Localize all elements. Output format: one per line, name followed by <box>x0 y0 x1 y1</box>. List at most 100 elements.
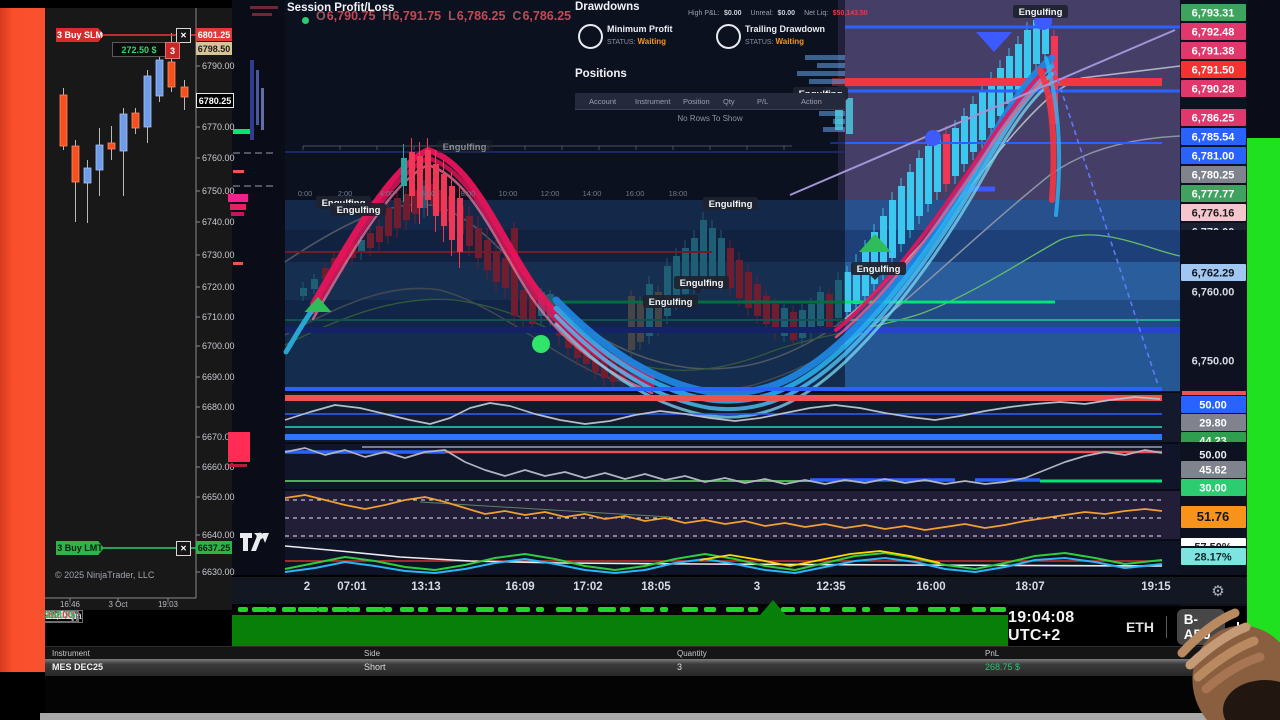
footer-col-header: PnL <box>985 649 1000 658</box>
engulfing-signal-label: Engulfing <box>643 295 698 308</box>
svg-text:6,785.54: 6,785.54 <box>1192 132 1236 144</box>
triangle-up-marker <box>304 297 332 312</box>
price-scale-label: 6,791.38 <box>1181 42 1246 59</box>
time-axis-label: 18:05 <box>641 581 671 593</box>
orderflow-mark <box>228 194 248 202</box>
sidebar-price-label: 6680.00 <box>202 402 235 412</box>
price-scale-label: 44.23 <box>1181 432 1246 448</box>
inner-time-label: 8:00 <box>461 189 476 198</box>
inner-time-label: 10:00 <box>499 189 518 198</box>
engulfing-signal-label: Engulfing <box>674 276 729 294</box>
footer-table-row[interactable]: MES DEC25 Short 3 268.75 $ <box>45 659 1247 676</box>
time-axis-label: 12:35 <box>816 581 846 593</box>
sidebar-time-label: 3 Oct <box>108 600 128 609</box>
order-pnl-value: 272.50 $ <box>112 42 166 57</box>
time-axis-label: 2 <box>304 581 310 593</box>
positions-col-header[interactable]: Instrument <box>635 97 671 106</box>
svg-text:6,776.16: 6,776.16 <box>1192 208 1235 220</box>
buy-slm-button[interactable]: 3 Buy SLM <box>56 28 104 42</box>
price-scale-label: 6,792.48 <box>1181 23 1246 40</box>
svg-text:Engulfing: Engulfing <box>680 278 724 289</box>
tradingview-logo-icon[interactable] <box>238 526 274 563</box>
positions-col-header[interactable]: Account <box>589 97 617 106</box>
bottom-scrollbar[interactable] <box>40 713 1280 720</box>
positions-col-header[interactable]: Qty <box>723 97 735 106</box>
session-label[interactable]: ETH <box>1125 619 1154 635</box>
sidebar-price-label: 6650.00 <box>202 492 235 502</box>
svg-text:6,791.38: 6,791.38 <box>1192 46 1235 58</box>
left-accent-strip <box>0 8 45 672</box>
divider <box>1165 616 1167 638</box>
inner-time-label: 2:00 <box>338 189 353 198</box>
inner-time-label: 14:00 <box>583 189 602 198</box>
svg-text:57.50%: 57.50% <box>1194 542 1232 554</box>
svg-text:Engulfing: Engulfing <box>337 205 381 216</box>
svg-text:29.80: 29.80 <box>1199 418 1227 430</box>
sidebar-price-label: 6770.00 <box>202 122 235 132</box>
price-scale-label: 50.00 <box>1199 450 1227 462</box>
cancel-lmt-order-icon[interactable]: ✕ <box>176 541 191 556</box>
webcam-hand-overlay <box>1140 575 1280 720</box>
account-value: 188.75 <box>45 610 77 622</box>
svg-text:6,750.00: 6,750.00 <box>1192 356 1235 368</box>
engulfing-signal-label: Engulfing <box>437 140 492 153</box>
time-axis-label: 17:02 <box>573 581 602 593</box>
buy-lmt-button[interactable]: 3 Buy LMT <box>56 541 104 555</box>
footer-table-empty <box>45 676 1247 713</box>
price-scale-label: 6,776.16 <box>1181 204 1246 221</box>
price-scale-label: 28.17% <box>1181 548 1246 565</box>
time-axis-label: 16:09 <box>505 581 534 593</box>
cancel-slm-order-icon[interactable]: ✕ <box>176 28 191 43</box>
footer-cell: MES DEC25 <box>52 662 104 672</box>
positions-table-header: Account Instrument Position Qty P/L Action <box>575 93 845 110</box>
footer-table-header: Instrument Side Quantity PnL <box>45 646 1247 660</box>
svg-text:6,760.00: 6,760.00 <box>1192 287 1235 299</box>
positions-col-header[interactable]: Position <box>683 97 710 106</box>
price-scale-label: 51.76 <box>1181 506 1246 528</box>
price-scale-label: 6,793.31 <box>1181 4 1246 21</box>
drawdown-status-ring <box>716 24 741 49</box>
ohlc-item: C6,786.25 <box>512 9 572 23</box>
svg-text:6,786.25: 6,786.25 <box>1192 113 1235 125</box>
price-scale-label: 6,790.28 <box>1181 80 1246 97</box>
svg-text:Engulfing: Engulfing <box>443 142 487 153</box>
footer-cell: Short <box>364 662 386 672</box>
svg-text:28.17%: 28.17% <box>1194 552 1232 564</box>
svg-text:6,777.77: 6,777.77 <box>1192 189 1235 201</box>
footer-col-header: Side <box>364 649 381 658</box>
gear-icon[interactable]: ⚙ <box>1211 583 1224 600</box>
drawdown-status-ring <box>578 24 603 49</box>
triangle-up-marker <box>858 234 892 252</box>
svg-text:50.00: 50.00 <box>1199 450 1227 462</box>
order-quantity-badge[interactable]: 3 <box>165 42 180 59</box>
svg-text:30.00: 30.00 <box>1199 483 1227 495</box>
orderflow-mark <box>231 212 244 216</box>
volume-strip <box>232 615 1008 646</box>
sidebar-price-label: 6640.00 <box>202 530 235 540</box>
time-axis-label: 16:00 <box>916 581 945 593</box>
svg-text:6,762.29: 6,762.29 <box>1192 268 1235 280</box>
price-scale-label: 6,781.00 <box>1181 147 1246 164</box>
price-scale-label: 30.00 <box>1181 479 1246 496</box>
engulfing-signal-label: Engulfing <box>331 203 386 216</box>
svg-text:44.23: 44.23 <box>1199 436 1227 448</box>
svg-text:Engulfing: Engulfing <box>649 297 693 308</box>
positions-col-header[interactable]: Action <box>801 97 822 106</box>
ohlc-item: L6,786.25 <box>448 9 506 23</box>
footer-col-header: Quantity <box>677 649 707 658</box>
session-stat: Net Liq: $50,143.50 <box>804 10 868 17</box>
orderflow-mark <box>228 432 250 462</box>
price-scale-label: 6,777.77 <box>1181 185 1246 202</box>
ninjatrader-copyright: © 2025 NinjaTrader, LLC <box>55 570 155 580</box>
sidebar-candles <box>59 33 189 223</box>
price-scale-label: 57.50% <box>1181 538 1246 554</box>
inner-time-label: 12:00 <box>541 189 560 198</box>
ohlc-item: H6,791.75 <box>382 9 442 23</box>
positions-empty-text: No Rows To Show <box>677 114 743 123</box>
sidebar-price-label: 6760.00 <box>202 153 235 163</box>
sidebar-price-label: 6710.00 <box>202 312 235 322</box>
positions-col-header[interactable]: P/L <box>757 97 769 106</box>
sidebar-price-label: 6790.00 <box>202 61 235 71</box>
svg-text:6,781.00: 6,781.00 <box>1192 151 1235 163</box>
